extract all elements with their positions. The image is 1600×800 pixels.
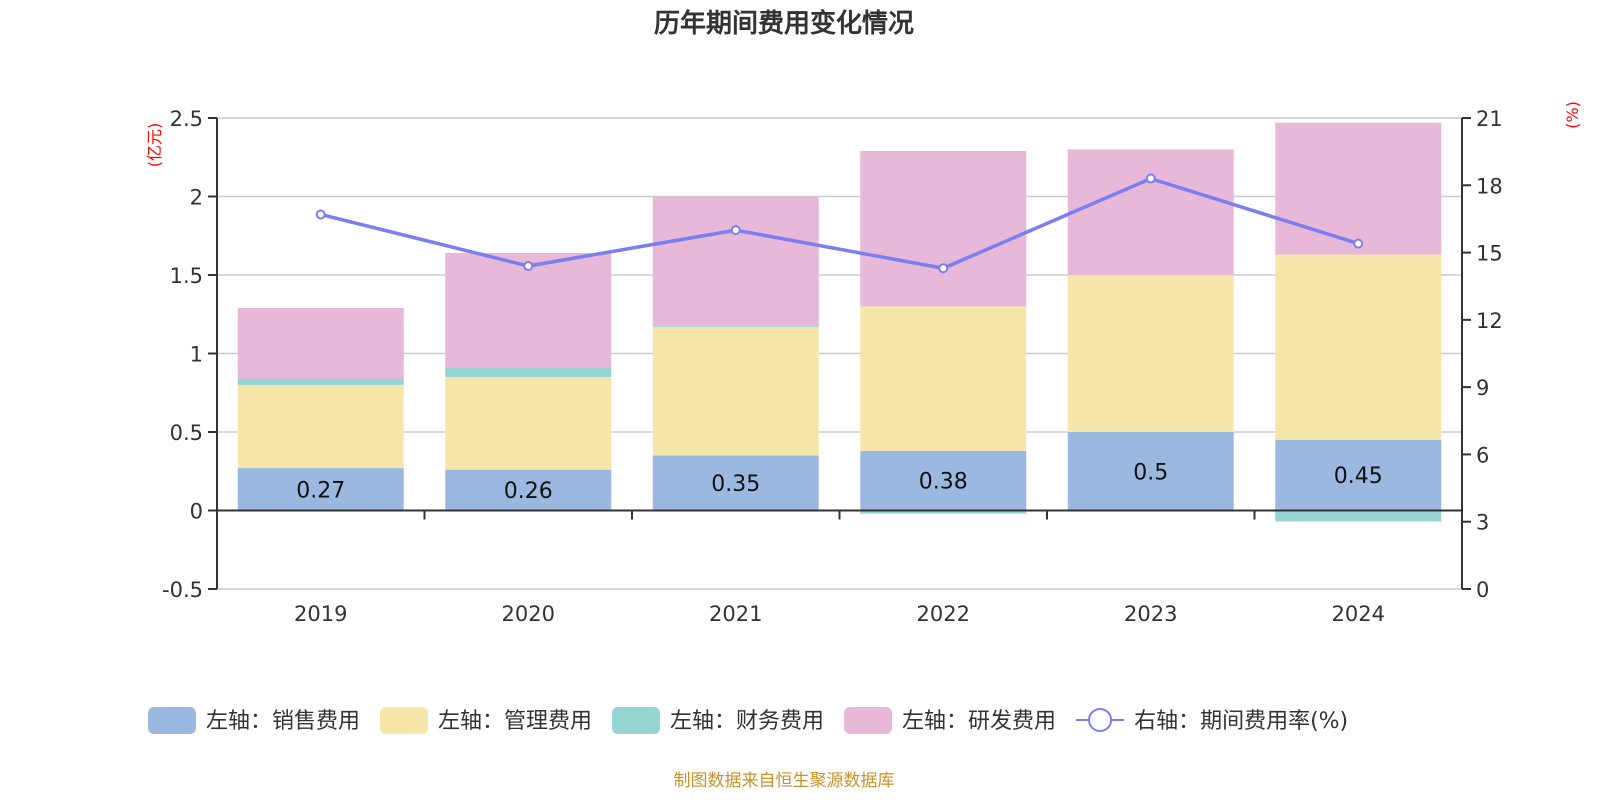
legend-item[interactable]: 左轴：销售费用 [148, 707, 360, 734]
legend: 左轴：销售费用 左轴：管理费用 左轴：财务费用 左轴：研发费用 右轴：期间费用率(%) [148, 707, 1348, 734]
bar-segment [860, 510, 1027, 514]
bar-segment [445, 367, 612, 378]
line-point [1145, 173, 1156, 184]
left-axis-tick-label: 2 [190, 186, 203, 210]
data-label: 0.5 [1133, 460, 1168, 485]
bar-series [237, 122, 1442, 522]
axes: -0.5 0 0.5 1 1.5 2 2.5 0 3 6 9 12 15 18 21 2019 2020 2021… [162, 107, 1503, 626]
legend-label: 左轴：财务费用 [670, 709, 824, 734]
right-axis-tick-label: 12 [1476, 309, 1503, 333]
left-axis-tick-label: 1 [190, 343, 203, 367]
left-axis-tick-label: 1.5 [170, 264, 203, 288]
right-axis-tick-label: 15 [1476, 242, 1503, 266]
source-note: 制图数据来自恒生聚源数据库 [674, 771, 895, 791]
x-axis-tick-label: 2022 [917, 602, 970, 626]
data-label: 0.26 [504, 479, 553, 504]
legend-swatch [148, 707, 196, 734]
bar-segment [1275, 510, 1442, 522]
bar-segment [860, 150, 1027, 307]
data-labels: 0.27 0.26 0.35 0.38 0.5 0.45 [296, 460, 1382, 504]
bar-segment [652, 455, 819, 511]
line-point [938, 263, 949, 274]
chart-title: 历年期间费用变化情况 [654, 8, 914, 39]
line-path [320, 176, 1359, 271]
bar-segment [1275, 439, 1442, 511]
grid-lines [217, 117, 1462, 590]
x-axis-tick-label: 2023 [1124, 602, 1177, 626]
legend-item[interactable]: 左轴：管理费用 [380, 707, 592, 734]
bar-segment [1275, 254, 1442, 440]
bar-segment [237, 384, 404, 469]
legend-item[interactable]: 右轴：期间费用率(%) [1076, 708, 1348, 734]
data-label: 0.27 [296, 478, 345, 503]
bar-segment [445, 377, 612, 470]
left-axis-tick-label: -0.5 [162, 578, 203, 602]
line-point [1353, 238, 1364, 249]
left-axis-tick-label: 0 [190, 500, 203, 524]
line-point [730, 225, 741, 236]
data-label: 0.45 [1334, 464, 1383, 489]
left-axis-unit: (亿元) [145, 123, 164, 168]
x-axis-tick-label: 2019 [294, 602, 347, 626]
right-axis-tick-label: 18 [1476, 174, 1503, 198]
left-axis-tick-label: 2.5 [170, 107, 203, 131]
bar-segment [860, 450, 1027, 511]
x-axis-tick-label: 2021 [709, 602, 762, 626]
legend-swatch [844, 707, 893, 734]
right-axis-tick-label: 21 [1476, 107, 1503, 131]
legend-label: 左轴：管理费用 [438, 709, 592, 734]
bar-segment [1067, 432, 1234, 511]
legend-swatch [380, 707, 429, 734]
right-axis-tick-label: 9 [1476, 376, 1489, 400]
legend-swatch [612, 707, 661, 734]
legend-item[interactable]: 左轴：财务费用 [612, 707, 824, 734]
data-label: 0.35 [711, 472, 760, 497]
bar-segment [652, 325, 819, 327]
right-axis-tick-label: 3 [1476, 511, 1489, 535]
bar-segment [860, 306, 1027, 451]
bar-segment [237, 307, 404, 379]
bar-segment [1067, 149, 1234, 275]
bar-segment [1067, 275, 1234, 432]
legend-circle-icon [1088, 708, 1113, 732]
line-series [315, 173, 1364, 274]
bar-segment [445, 253, 612, 368]
line-point [315, 209, 326, 220]
legend-label: 左轴：销售费用 [206, 709, 360, 734]
right-axis-tick-label: 0 [1476, 578, 1489, 602]
x-axis-tick-label: 2024 [1332, 602, 1385, 626]
legend-label: 左轴：研发费用 [902, 709, 1056, 734]
legend-item[interactable]: 左轴：研发费用 [844, 707, 1056, 734]
line-point [523, 261, 534, 272]
data-label: 0.38 [919, 470, 968, 495]
bar-segment [1275, 122, 1442, 255]
bar-segment [237, 378, 404, 385]
bar-segment [445, 469, 612, 511]
legend-label: 右轴：期间费用率(%) [1134, 709, 1348, 734]
bar-segment [237, 468, 404, 511]
bar-segment [652, 326, 819, 456]
right-axis-unit: (%) [1563, 101, 1582, 129]
left-axis-tick-label: 0.5 [170, 421, 203, 445]
right-axis-tick-label: 6 [1476, 443, 1489, 467]
x-axis-tick-label: 2020 [502, 602, 555, 626]
bar-segment [652, 196, 819, 326]
